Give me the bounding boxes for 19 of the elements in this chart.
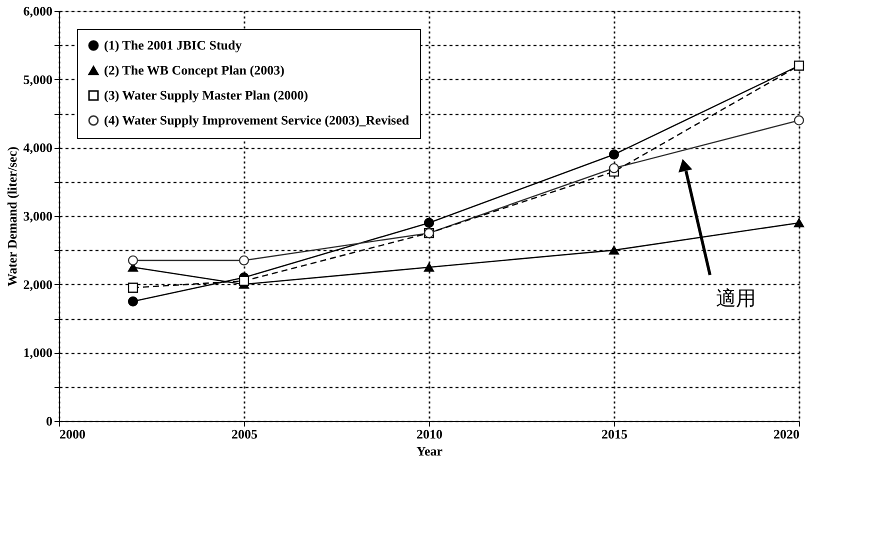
y-tick-label: 6,000 — [23, 4, 52, 18]
legend-label: (1) The 2001 JBIC Study — [104, 38, 242, 52]
y-tick-label: 4,000 — [23, 140, 52, 156]
annotation: 適用 — [716, 286, 756, 310]
legend-label: (2) The WB Concept Plan (2003) — [104, 62, 284, 78]
y-axis-title: Water Demand (liter/sec) — [4, 146, 20, 286]
x-tick-label: 2005 — [232, 426, 258, 442]
y-tick-label: 3,000 — [23, 208, 52, 224]
y-tick-label: 2,000 — [23, 276, 52, 292]
x-tick-label: 2010 — [416, 426, 442, 442]
legend-label: (4) Water Supply Improvement Service (2003)_Revised — [104, 112, 410, 128]
y-tick-label: 1,000 — [23, 345, 52, 360]
x-tick-label: 2015 — [602, 426, 628, 442]
x-tick-label: 2000 — [60, 426, 86, 442]
y-tick-label: 5,000 — [23, 72, 52, 87]
y-tick-label: 0 — [46, 414, 52, 428]
x-tick-label: 2020 — [774, 426, 800, 442]
x-axis-title: Year — [416, 444, 443, 458]
legend-label: (3) Water Supply Master Plan (2000) — [104, 88, 308, 102]
